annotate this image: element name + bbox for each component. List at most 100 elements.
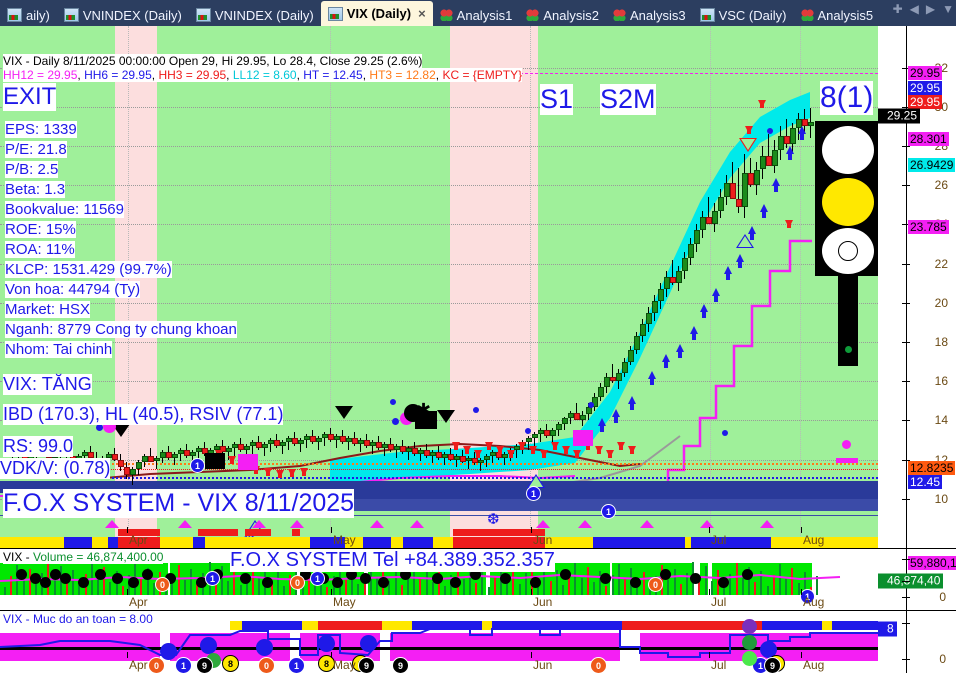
- price-header-token: KC = {EMPTY}: [442, 68, 523, 82]
- volume-bar-50: [314, 583, 316, 595]
- chart-tab-3[interactable]: VIX (Daily) ×: [320, 1, 433, 26]
- volume-bar-117: [729, 574, 732, 595]
- candle-body: [243, 445, 250, 450]
- candle-wick: [408, 445, 409, 460]
- price-tick-label-5: 20: [934, 295, 948, 310]
- candle-wick: [504, 451, 505, 466]
- volume-bar-114: [710, 581, 713, 595]
- baseline-marker-6: [536, 520, 550, 528]
- close-icon[interactable]: ×: [418, 6, 426, 21]
- price-header-token: HT3 = 12.82: [369, 68, 436, 82]
- chart-icon: [699, 8, 715, 22]
- baseline-marker-5: [410, 520, 424, 528]
- chart-tab-0[interactable]: aily): [0, 4, 57, 26]
- sell-signal-arrow-10: [562, 446, 570, 454]
- candle-body: [225, 447, 232, 452]
- safety-axis-label-1: 0: [939, 652, 946, 666]
- price-tick-11: [902, 67, 910, 69]
- volume-high-dot-18: [346, 569, 357, 580]
- chart-tab-label: aily): [26, 7, 50, 23]
- volume-bar-89: [555, 570, 558, 595]
- volume-bar-119: [741, 578, 744, 595]
- alert-strip-0: [118, 529, 160, 536]
- sell-signal-arrow-1: [463, 446, 471, 454]
- candle-wick: [444, 451, 445, 466]
- chart-tab-2[interactable]: VNINDEX (Daily): [189, 4, 321, 26]
- chart-tab-bar[interactable]: aily) VNINDEX (Daily) VNINDEX (Daily) VIX (…: [0, 0, 956, 26]
- price-y-axis[interactable]: 10121416182022242628303229.9529.9529.952…: [878, 26, 956, 548]
- chart-tab-5[interactable]: Analysis2: [519, 4, 606, 26]
- volume-plot-area[interactable]: 0 1 0 1 0 1 Apr May Jun Jul Aug F.O.X SYSTEM Tel +8…: [0, 549, 878, 610]
- price-tick-label-6: 22: [934, 256, 948, 271]
- volume-high-dot-22: [432, 573, 443, 584]
- traffic-light-pole: [838, 276, 858, 366]
- volume-high-dot-21: [400, 569, 411, 580]
- candle-wick: [534, 432, 535, 446]
- regime-ribbon-seg-7: [205, 537, 310, 548]
- prev-tab-icon[interactable]: ◀: [909, 2, 919, 16]
- trend-label: VIX: TĂNG: [3, 374, 92, 395]
- volume-bar-30: [190, 569, 192, 595]
- volume-bar-87: [543, 566, 546, 595]
- status-dot-green: [845, 346, 852, 353]
- volume-bar-81: [506, 580, 509, 595]
- regime-ribbon-seg-15: [545, 537, 593, 548]
- x-axis-tick-0: Apr: [127, 527, 148, 547]
- next-tab-icon[interactable]: ▶: [925, 2, 936, 16]
- safety-x-tick-4: Aug: [800, 652, 825, 672]
- sell-signal-arrow-left-4: [264, 468, 272, 476]
- volume-bar-36: [227, 581, 230, 595]
- volume-panel[interactable]: 0 1 0 1 0 1 Apr May Jun Jul Aug F.O.X SYSTEM Tel +8…: [0, 548, 956, 610]
- candle-body: [537, 430, 544, 435]
- fundamental-1: P/E: 21.8: [5, 141, 67, 158]
- volume-bar-131: [816, 576, 819, 595]
- safety-ribbon-2: [302, 621, 318, 630]
- volume-high-dot-6: [95, 569, 106, 580]
- add-tab-icon[interactable]: ✚: [892, 2, 903, 16]
- safety-panel[interactable]: 88880190199019AprMayJunJulAug VIX - Muc …: [0, 610, 956, 673]
- volume-bar-15: [97, 578, 99, 595]
- chart-tab-6[interactable]: Analysis3: [606, 4, 693, 26]
- candle-body: [285, 438, 292, 442]
- candle-body: [387, 443, 394, 450]
- marker-pointer: [878, 108, 887, 124]
- candle-body: [327, 434, 334, 440]
- volume-bar-3: [22, 580, 25, 595]
- volume-y-axis[interactable]: 59,880,15 46,874,400: [878, 549, 956, 610]
- chart-tab-8[interactable]: Analysis5: [794, 4, 881, 26]
- candle-wick: [192, 449, 193, 464]
- buy-signal-arrow-7: [700, 304, 708, 318]
- price-vgridline: [530, 26, 531, 548]
- candle-body: [801, 118, 808, 127]
- price-vgridline: [710, 26, 711, 548]
- candle-body: [549, 430, 556, 437]
- candle-body: [621, 361, 628, 374]
- chart-tab-4[interactable]: Analysis1: [433, 4, 520, 26]
- sell-signal-arrow-6: [518, 442, 526, 450]
- chart-tab-1[interactable]: VNINDEX (Daily): [57, 4, 189, 26]
- chart-tab-7[interactable]: VSC (Daily): [693, 4, 794, 26]
- volume-tick-0: [902, 559, 910, 560]
- volume-bar-19: [121, 586, 124, 595]
- volume-badge-5: 1: [800, 589, 815, 604]
- candle-wick: [270, 438, 271, 452]
- marker-pointer: [878, 621, 887, 637]
- volume-high-dot-23: [450, 577, 461, 588]
- candle-body: [681, 257, 688, 272]
- candle-body: [711, 210, 718, 225]
- volume-bar-113: [704, 566, 707, 595]
- vdk-label: VDK/V: (0.78): [0, 458, 111, 479]
- safety-status-dot-2: [742, 651, 757, 666]
- volume-bar-60: [376, 577, 378, 595]
- tab-nav-controls[interactable]: ✚ ◀ ▶ ▼: [893, 3, 954, 15]
- safety-event-dot-3: [318, 635, 335, 652]
- candle-body: [447, 453, 454, 460]
- volume-bar-5: [35, 584, 37, 595]
- safety-ribbon-5: [412, 621, 482, 630]
- tab-list-icon[interactable]: ▼: [942, 2, 954, 16]
- candle-body: [759, 155, 766, 170]
- safety-plot-area[interactable]: 88880190199019AprMayJunJulAug: [0, 611, 878, 673]
